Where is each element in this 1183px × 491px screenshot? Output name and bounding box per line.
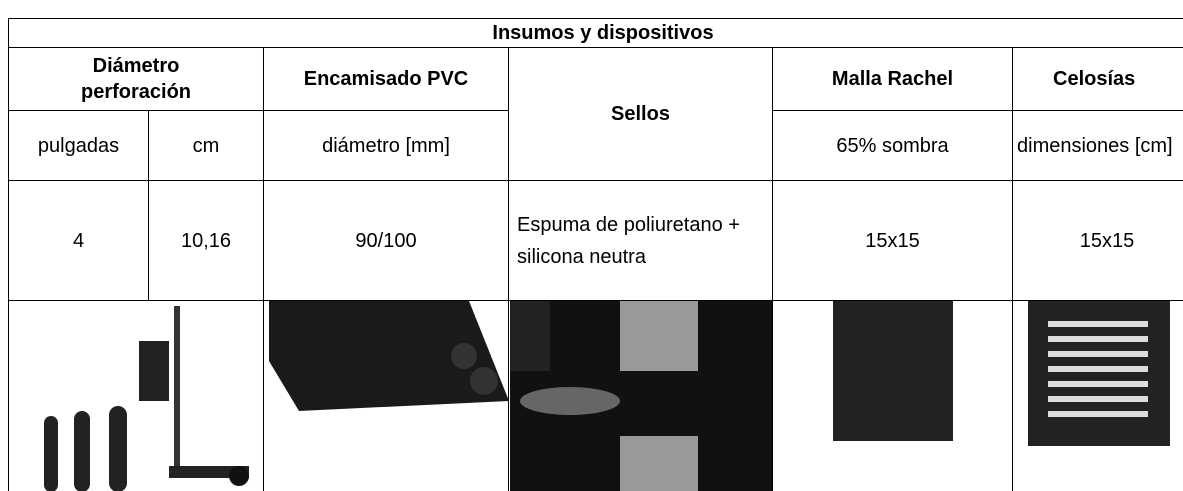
cell: 15x15 [1012,180,1183,301]
unit: pulgadas [8,110,149,181]
image-cell [508,300,773,491]
header: Diámetro perforación [8,47,264,111]
header: Encamisado PVC [263,47,509,111]
unit: cm [148,110,264,181]
unit: dimensiones [cm] [1012,110,1183,181]
header: Celosías [1012,47,1183,111]
pipe-image [269,301,509,411]
unit-text: dimensiones [cm] [1017,134,1173,157]
louver-image [1028,301,1170,446]
cell: 90/100 [263,180,509,301]
cell: 15x15 [772,180,1013,301]
mesh-image [833,301,953,441]
image-cell [772,300,1013,491]
header-text: Diámetro perforación [80,55,192,103]
image-cell [8,300,264,491]
table-title: Insumos y dispositivos [8,18,1183,48]
header: Malla Rachel [772,47,1013,111]
cell: 4 [8,180,149,301]
unit: 65% sombra [772,110,1013,181]
seal-image [510,301,772,491]
cell: 10,16 [148,180,264,301]
cell: Espuma de poliuretano + silicona neutra [508,180,773,301]
drill-image [44,306,249,491]
header: Sellos [508,47,773,181]
unit: diámetro [mm] [263,110,509,181]
image-cell [1012,300,1183,491]
image-cell [263,300,509,491]
